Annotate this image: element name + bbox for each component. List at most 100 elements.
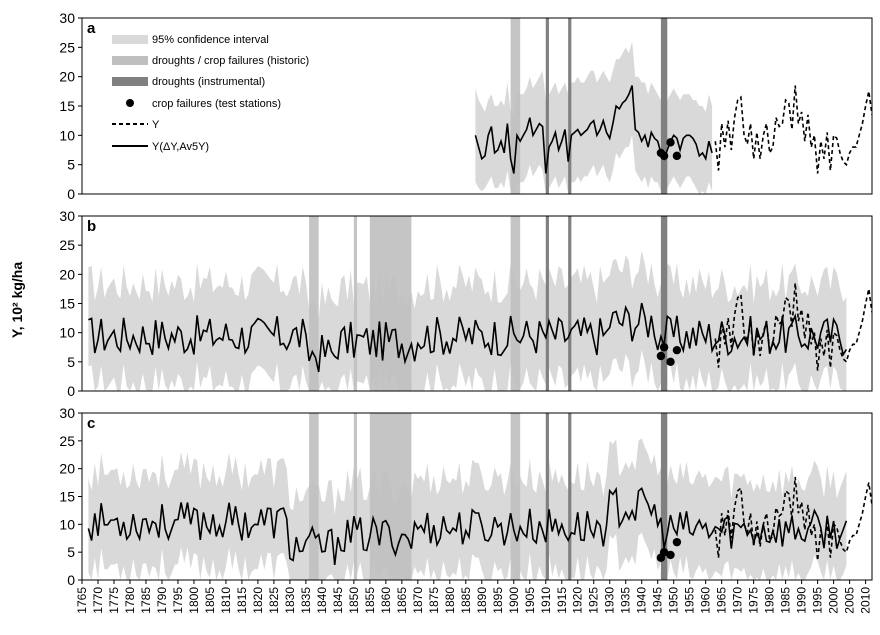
x-tick-label: 1925 (587, 587, 601, 614)
x-tick-label: 1935 (619, 587, 633, 614)
x-tick-label: 1810 (219, 587, 233, 614)
y-tick-label: 10 (59, 516, 75, 532)
crop-failure-point (656, 351, 666, 361)
panel-plot-area (87, 413, 872, 580)
x-tick-label: 1790 (155, 587, 169, 614)
y-tick-label: 25 (59, 237, 75, 253)
y-tick-label: 20 (59, 266, 75, 282)
x-tick-label: 1820 (251, 587, 265, 614)
crop-failure-point (672, 537, 682, 547)
x-tick-label: 1885 (459, 587, 473, 614)
panel-label: c (87, 415, 95, 432)
instrumental-drought-span (568, 413, 572, 580)
x-tick-label: 1840 (315, 587, 329, 614)
y-tick-label: 20 (59, 69, 75, 85)
y-tick-label: 15 (59, 296, 75, 312)
panel-plot-area (474, 18, 872, 194)
legend-ci-label: 95% confidence interval (152, 34, 269, 46)
x-tick-label: 1980 (763, 587, 777, 614)
panel-a: 0 5 10 15 20 25 30 a (59, 10, 873, 202)
x-tick-label: 1910 (539, 587, 553, 614)
x-tick-label: 2000 (827, 587, 841, 614)
x-tick-label: 1785 (139, 587, 153, 614)
legend-historic-label: droughts / crop failures (historic) (152, 55, 309, 67)
y-tick-label: 30 (59, 405, 75, 421)
historic-drought-span (510, 413, 521, 580)
y-tick-label: 10 (59, 127, 75, 143)
historic-drought-span (309, 413, 319, 580)
x-tick-label: 1920 (571, 587, 585, 614)
x-tick-label: 1875 (427, 587, 441, 614)
observed-y-line (714, 476, 872, 561)
x-tick-label: 1865 (395, 587, 409, 614)
crop-failure-point (672, 345, 682, 355)
x-tick-label: 1960 (699, 587, 713, 614)
legend-instrumental-swatch (112, 77, 148, 86)
x-tick-label: 1835 (299, 587, 313, 614)
instrumental-drought-span (545, 413, 549, 580)
historic-drought-span (353, 216, 358, 391)
x-tick-label: 1870 (411, 587, 425, 614)
y-tick-label: 15 (59, 489, 75, 505)
x-tick-label: 1800 (187, 587, 201, 614)
y-tick-label: 20 (59, 461, 75, 477)
legend-historic-swatch (112, 56, 148, 65)
y-tick-label: 30 (59, 10, 75, 26)
x-tick-label: 1850 (347, 587, 361, 614)
panel-plot-area (88, 216, 872, 391)
x-tick-label: 1770 (91, 587, 105, 614)
y-tick-label: 10 (59, 325, 75, 341)
x-tick-label: 2005 (843, 587, 857, 614)
x-tick-label: 1795 (171, 587, 185, 614)
instrumental-drought-span (660, 18, 668, 194)
x-tick-label: 1845 (331, 587, 345, 614)
x-tick-label: 1780 (123, 587, 137, 614)
legend-crop-failure-label: crop failures (test stations) (152, 98, 281, 110)
legend-crop-failure-marker (126, 99, 134, 107)
y-tick-label: 15 (59, 98, 75, 114)
observed-y-line (714, 283, 872, 371)
x-tick-label: 1815 (235, 587, 249, 614)
x-tick-label: 1775 (107, 587, 121, 614)
panel-label: b (87, 218, 96, 235)
instrumental-drought-span (568, 18, 572, 194)
y-tick-label: 25 (59, 433, 75, 449)
confidence-band (88, 438, 847, 580)
crop-failure-point (666, 357, 675, 367)
y-tick-label: 25 (59, 39, 75, 55)
x-tick-label: 1825 (267, 587, 281, 614)
reconstruction-line (474, 85, 713, 174)
x-tick-label: 1990 (795, 587, 809, 614)
crop-failure-point (666, 138, 675, 147)
reconstruction-line (87, 486, 848, 565)
x-tick-label: 1765 (75, 587, 89, 614)
x-tick-label: 1975 (747, 587, 761, 614)
crop-failure-point (666, 550, 675, 560)
y-tick-label: 5 (67, 544, 75, 560)
y-tick-label: 0 (67, 572, 75, 588)
x-tick-label: 1950 (667, 587, 681, 614)
y-axis-label: Y, 10² kg/ha (9, 262, 25, 338)
legend-instrumental-label: droughts (instrumental) (152, 76, 265, 88)
x-tick-label: 1860 (379, 587, 393, 614)
confidence-band (475, 41, 713, 194)
x-tick-label: 1880 (443, 587, 457, 614)
panel-b: 0 5 10 15 20 25 30 b (59, 208, 873, 399)
instrumental-drought-span (568, 216, 572, 391)
x-tick-label: 1955 (683, 587, 697, 614)
x-tick-label: 1895 (491, 587, 505, 614)
x-axis: 1765 1770 1775 1780 1785 1790 1795 1800 1805 1810… (75, 580, 873, 614)
y-tick-label: 5 (67, 354, 75, 370)
x-tick-label: 1995 (811, 587, 825, 614)
y-tick-label: 0 (67, 383, 75, 399)
x-tick-label: 1970 (731, 587, 745, 614)
x-tick-label: 1930 (603, 587, 617, 614)
x-tick-label: 1965 (715, 587, 729, 614)
panel-c: 0 5 10 15 20 25 30 c (59, 405, 873, 588)
historic-drought-span (369, 413, 412, 580)
historic-drought-span (510, 216, 521, 391)
instrumental-drought-span (660, 216, 668, 391)
legend-y-label: Y (152, 119, 160, 131)
